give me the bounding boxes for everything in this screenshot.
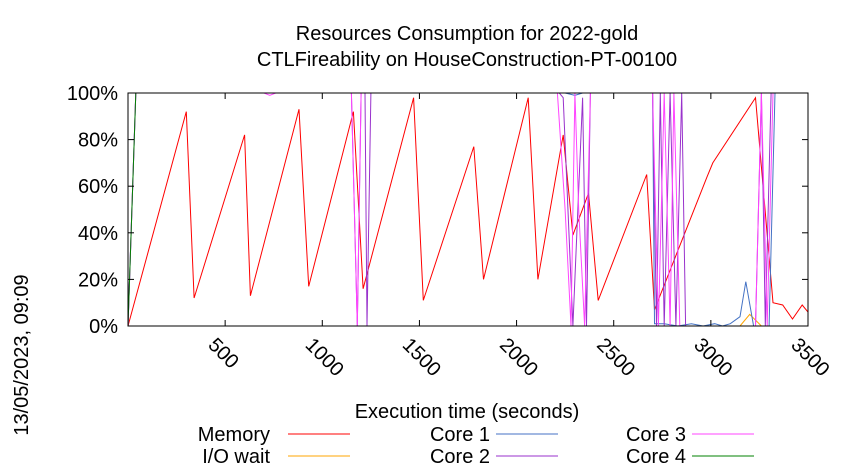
x-axis-label: Execution time (seconds): [355, 401, 580, 423]
y-tick-label: 100%: [67, 83, 118, 105]
series-line-memory: [128, 96, 808, 327]
series-line-i-o-wait: [128, 313, 808, 327]
legend-label-core-4: Core 4: [626, 446, 686, 468]
legend-label-core-2: Core 2: [430, 446, 490, 468]
x-tick-label: 2500: [592, 334, 639, 381]
series-line-core-3: [128, 92, 808, 327]
y-tick-label: 60%: [78, 176, 118, 198]
legend-label-i-o-wait: I/O wait: [202, 446, 270, 468]
x-tick-label: 2000: [495, 334, 542, 381]
x-tick-label: 3500: [786, 334, 833, 381]
timestamp-label: 13/05/2023, 09:09: [11, 274, 33, 435]
legend-label-core-3: Core 3: [626, 424, 686, 446]
legend-label-memory: Memory: [198, 424, 270, 446]
plot-frame: [127, 92, 809, 327]
series-line-core-2: [128, 92, 808, 327]
chart-title: Resources Consumption for 2022-gold: [296, 23, 638, 45]
x-tick-label: 3000: [689, 334, 736, 381]
plot-area: 0% 20% 40% 60% 80% 100% 500 1000 1500 2000 2500 300…: [67, 83, 834, 381]
x-tick-label: 500: [204, 334, 243, 373]
x-tick-label: 1500: [398, 334, 445, 381]
y-tick-label: 0%: [89, 316, 118, 338]
x-tick-label: 1000: [301, 334, 348, 381]
series-line-core-4: [128, 92, 808, 327]
y-tick-label: 80%: [78, 130, 118, 152]
legend-label-core-1: Core 1: [430, 424, 490, 446]
y-tick-label: 40%: [78, 223, 118, 245]
series-line-core-1: [128, 92, 808, 327]
y-tick-label: 20%: [78, 269, 118, 291]
chart-subtitle: CTLFireability on HouseConstruction-PT-0…: [257, 49, 677, 71]
series-group: [128, 92, 808, 327]
